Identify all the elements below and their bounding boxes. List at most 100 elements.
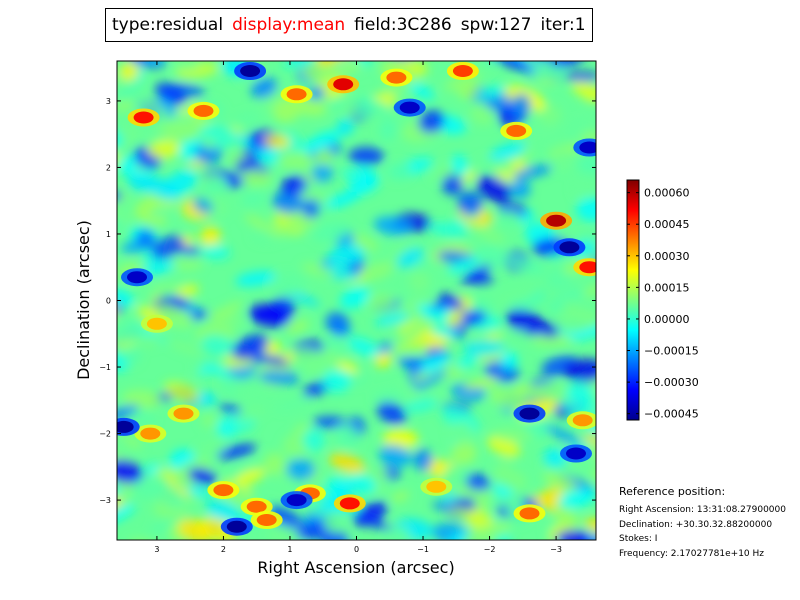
noise-field (117, 43, 596, 540)
noise-blob (463, 377, 499, 390)
x-axis: 3 2 1 0 −1 −2 −3 (154, 61, 562, 554)
noise-blob (447, 506, 472, 517)
noise-blob (117, 99, 135, 112)
noise-blob (263, 134, 291, 149)
noise-blob (454, 310, 487, 326)
noise-blob (360, 98, 391, 115)
reference-heading: Reference position: (619, 485, 726, 498)
noise-blob (341, 168, 363, 182)
colorbar-tick-label: 0.00030 (644, 250, 690, 263)
colorbar-tick-label: 0.00000 (644, 313, 690, 326)
noise-blob (320, 531, 347, 540)
reference-ra: Right Ascension: 13:31:08.27900000 (619, 505, 786, 515)
noise-blob (325, 190, 362, 209)
noise-blob (276, 397, 311, 411)
noise-blob (250, 77, 278, 99)
noise-blob (192, 197, 213, 214)
noise-blob (457, 191, 483, 215)
feature-core (240, 65, 261, 77)
noise-blob (565, 382, 594, 403)
noise-blob (576, 197, 596, 222)
noise-blob (583, 434, 596, 444)
reference-dec: Declination: +30.30.32.88200000 (619, 519, 773, 530)
feature-core (559, 241, 580, 254)
noise-blob (447, 257, 480, 275)
feature-core (572, 414, 593, 427)
noise-blob (117, 504, 136, 527)
noise-blob (179, 284, 199, 298)
feature-core (519, 507, 540, 520)
noise-blob (533, 66, 567, 81)
noise-blob (153, 280, 185, 297)
noise-blob (493, 467, 527, 490)
noise-blob (325, 311, 350, 334)
noise-blob (237, 406, 265, 422)
noise-blob (132, 476, 170, 500)
y-tick-label: −1 (99, 363, 111, 372)
y-tick-label: −3 (99, 496, 111, 505)
noise-blob (386, 525, 411, 540)
y-tick-label: 2 (106, 163, 111, 172)
feature-core (286, 494, 307, 507)
feature-core (546, 214, 567, 227)
noise-blob (374, 353, 393, 368)
noise-blob (218, 403, 242, 414)
noise-blob (301, 198, 321, 219)
noise-blob (595, 539, 596, 540)
noise-blob (201, 334, 235, 356)
noise-blob (267, 505, 303, 530)
noise-blob (545, 425, 583, 447)
noise-blob (314, 147, 333, 166)
noise-blob (539, 487, 564, 504)
noise-blob (117, 405, 139, 424)
noise-blob (351, 233, 379, 252)
noise-blob (187, 467, 217, 485)
noise-blob (142, 43, 168, 62)
noise-blob (525, 61, 542, 68)
noise-blob (391, 340, 430, 354)
noise-blob (124, 61, 166, 69)
noise-blob (301, 263, 335, 278)
x-tick-label: 0 (354, 545, 359, 554)
noise-blob (351, 514, 393, 531)
noise-blob (117, 459, 144, 484)
noise-blob (564, 72, 596, 82)
noise-blob (420, 352, 451, 373)
y-tick-label: −2 (99, 430, 111, 439)
x-axis-label: Right Ascension (arcsec) (257, 558, 454, 577)
noise-blob (584, 518, 596, 537)
noise-blob (492, 428, 535, 442)
noise-blob (571, 80, 596, 103)
noise-blob (329, 453, 366, 473)
colorbar (626, 179, 640, 421)
noise-blob (202, 362, 232, 378)
noise-blob (147, 140, 181, 159)
feature-core (339, 497, 360, 510)
noise-blob (404, 397, 439, 413)
feature-core (399, 101, 420, 114)
reference-frequency: Frequency: 2.17027781e+10 Hz (619, 548, 765, 559)
noise-blob (451, 154, 469, 178)
feature-core (519, 407, 540, 420)
noise-blob (377, 342, 394, 354)
noise-blob (225, 112, 261, 131)
noise-blob (231, 334, 269, 360)
y-tick-label: 1 (106, 230, 111, 239)
colorbar-tick-label: −0.00015 (644, 345, 699, 358)
feature-core (117, 420, 134, 433)
noise-blob (589, 442, 596, 462)
noise-blob (374, 313, 410, 326)
noise-blob (552, 149, 574, 172)
image-area[interactable] (86, 38, 623, 560)
feature-core (386, 71, 407, 84)
noise-blob (244, 214, 274, 233)
noise-blob (348, 146, 384, 166)
noise-blob (312, 416, 347, 429)
title-iter: iter:1 (540, 15, 586, 35)
noise-blob (323, 511, 346, 535)
colorbar-tick-label: −0.00045 (644, 408, 699, 421)
noise-blob (192, 439, 227, 461)
noise-blob (234, 468, 266, 485)
noise-blob (148, 517, 191, 532)
y-tick-label: 3 (106, 97, 111, 106)
